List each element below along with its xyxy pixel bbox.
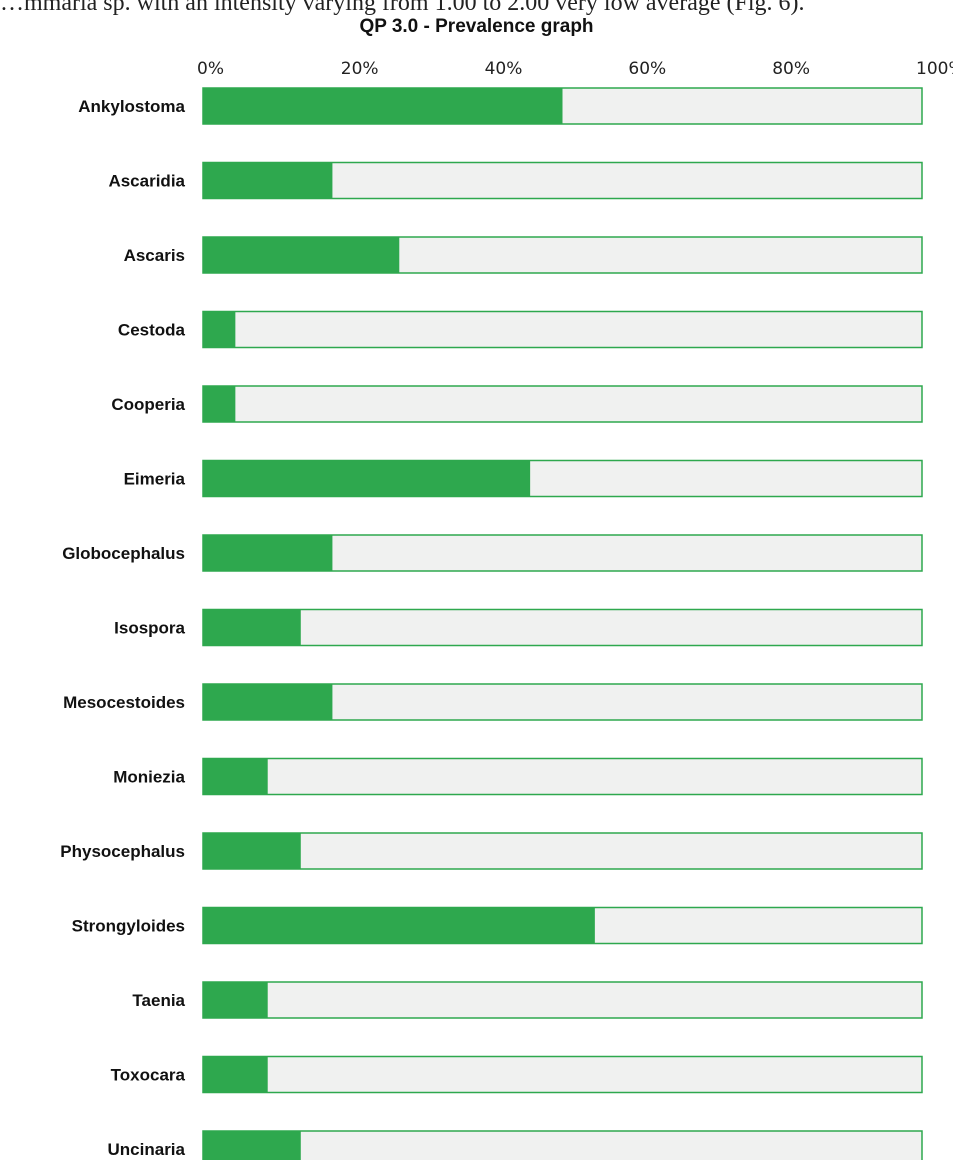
bar-row: Ascaris — [124, 236, 923, 274]
bar-prevalence — [203, 311, 236, 348]
category-label: Cooperia — [111, 395, 185, 414]
category-label: Eimeria — [124, 470, 186, 489]
bar-track — [202, 1130, 923, 1160]
category-label: Toxocara — [111, 1066, 186, 1085]
category-label: Ascaris — [124, 246, 185, 265]
bar-row: Mesocestoides — [63, 683, 923, 721]
bar-track — [202, 1055, 923, 1094]
bar-row: Uncinaria — [108, 1130, 923, 1160]
category-label: Ankylostoma — [78, 97, 185, 116]
bar-row: Ankylostoma — [78, 87, 923, 125]
chart-title: QP 3.0 - Prevalence graph — [359, 16, 594, 37]
bar-prevalence — [203, 162, 333, 199]
bar-row: Isospora — [114, 608, 923, 647]
bar-track — [202, 310, 923, 349]
x-tick-label: 100% — [916, 59, 953, 79]
bar-row: Taenia — [132, 981, 923, 1019]
bar-row: Ascaridia — [108, 161, 923, 200]
bar-prevalence — [203, 907, 595, 944]
bar-prevalence — [203, 684, 333, 720]
bar-row: Cooperia — [111, 385, 923, 423]
bar-prevalence — [203, 982, 268, 1018]
bar-track — [202, 385, 923, 423]
bar-prevalence — [203, 833, 301, 869]
bar-prevalence — [203, 758, 268, 795]
category-label: Taenia — [132, 991, 185, 1010]
bar-track — [202, 757, 923, 796]
bar-track — [202, 981, 923, 1019]
bar-row: Eimeria — [124, 459, 923, 498]
bar-prevalence — [203, 535, 333, 571]
x-axis-ticks: 0% 20% 40% 60% 80% 100% — [197, 59, 953, 79]
bar-prevalence — [203, 1056, 268, 1093]
bar-prevalence — [203, 460, 531, 497]
bar-prevalence — [203, 386, 236, 422]
bar-row: Strongyloides — [72, 906, 923, 945]
category-label: Physocephalus — [60, 842, 185, 861]
bar-track — [202, 832, 923, 870]
x-tick-label: 20% — [341, 59, 379, 79]
category-label: Globocephalus — [62, 544, 185, 563]
bar-row: Cestoda — [118, 310, 923, 349]
bar-prevalence — [203, 237, 400, 273]
category-label: Ascaridia — [108, 172, 185, 191]
bar-row: Globocephalus — [62, 534, 923, 572]
category-label: Cestoda — [118, 321, 186, 340]
x-tick-label: 0% — [197, 59, 224, 79]
bar-row: Toxocara — [111, 1055, 923, 1094]
x-tick-label: 60% — [628, 59, 666, 79]
bar-prevalence — [203, 1131, 301, 1160]
x-tick-label: 80% — [772, 59, 810, 79]
bar-prevalence — [203, 88, 563, 124]
bars: Ankylostoma Ascaridia Ascaris Cestoda Cooper… — [60, 87, 923, 1160]
bar-row: Moniezia — [113, 757, 923, 796]
category-label: Isospora — [114, 619, 185, 638]
caption-fragment: …mmaria sp. with an intensity varying fr… — [0, 0, 805, 16]
bar-track — [202, 608, 923, 647]
category-label: Strongyloides — [72, 917, 185, 936]
bar-row: Physocephalus — [60, 832, 923, 870]
category-label: Mesocestoides — [63, 693, 185, 712]
bar-prevalence — [203, 609, 301, 646]
category-label: Uncinaria — [108, 1140, 186, 1159]
x-tick-label: 40% — [485, 59, 523, 79]
category-label: Moniezia — [113, 768, 185, 787]
